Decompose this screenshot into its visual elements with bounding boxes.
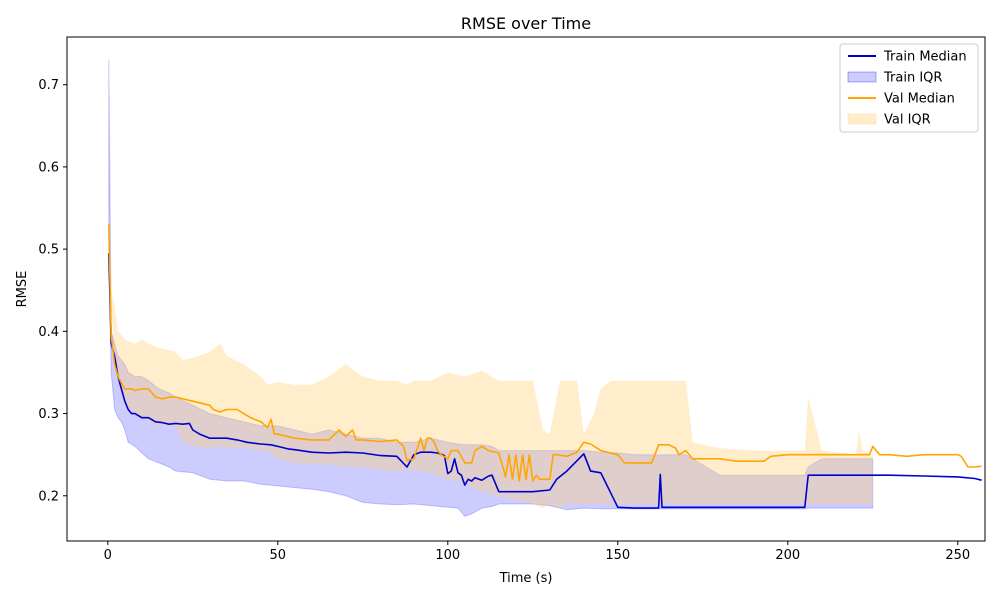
x-tick-label: 250 — [945, 548, 970, 563]
val-iqr-band — [108, 199, 873, 509]
x-tick-label: 50 — [270, 548, 287, 563]
y-tick-label: 0.7 — [38, 78, 59, 93]
val-iqr-legend-label: Val IQR — [884, 113, 931, 128]
val-median-line — [108, 224, 982, 482]
chart-title: RMSE over Time — [461, 14, 591, 33]
x-axis: 0 50 100 150 200 250 — [104, 541, 970, 563]
legend: Train Median Train IQR Val Median Val IQR — [839, 43, 979, 133]
y-axis-label: RMSE — [15, 271, 30, 308]
x-axis-label: Time (s) — [499, 571, 553, 586]
train-median-line — [108, 253, 982, 509]
legend-box — [839, 43, 979, 133]
y-tick-label: 0.3 — [38, 407, 59, 422]
y-tick-label: 0.6 — [38, 160, 59, 175]
y-tick-label: 0.4 — [38, 325, 59, 340]
plot-area — [108, 59, 982, 517]
val-iqr-legend-swatch — [847, 113, 877, 125]
train-median-legend-label: Train Median — [883, 50, 967, 65]
y-axis: 0.2 0.3 0.4 0.5 0.6 0.7 — [38, 78, 67, 504]
x-tick-label: 100 — [435, 548, 460, 563]
x-tick-label: 200 — [775, 548, 800, 563]
train-iqr-legend-swatch — [847, 71, 877, 83]
y-tick-label: 0.5 — [38, 243, 59, 258]
y-tick-label: 0.2 — [38, 489, 59, 504]
x-tick-label: 150 — [605, 548, 630, 563]
x-tick-label: 0 — [104, 548, 112, 563]
train-iqr-legend-label: Train IQR — [883, 71, 942, 86]
val-median-legend-label: Val Median — [884, 92, 955, 107]
train-iqr-band — [108, 59, 874, 517]
plot-frame — [66, 36, 986, 542]
